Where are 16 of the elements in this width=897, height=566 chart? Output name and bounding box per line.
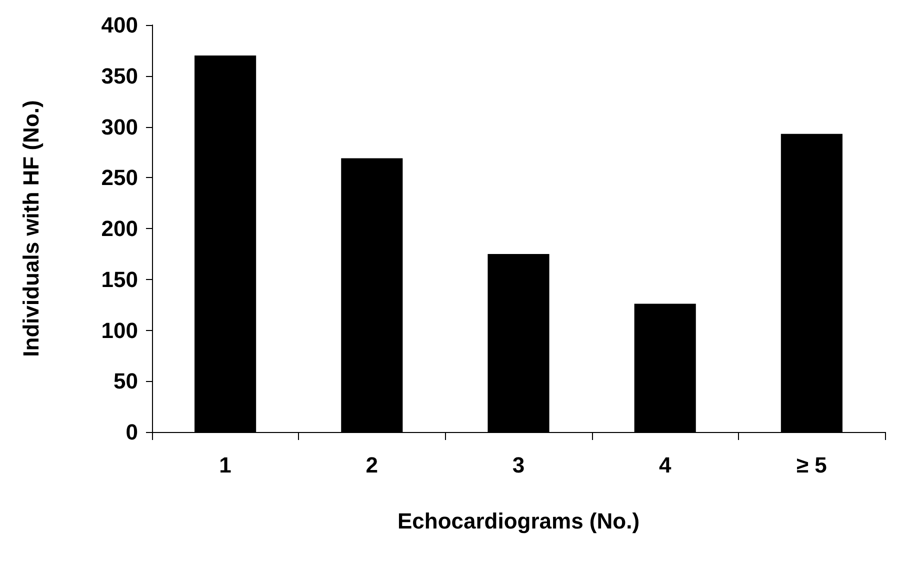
y-tick-label: 300 [101,114,138,140]
y-tick-label: 0 [126,420,138,444]
x-axis-title: Echocardiograms (No.) [397,508,640,534]
y-tick-label: 200 [101,216,138,241]
x-tick-label: 1 [219,452,232,478]
y-tick-label: 350 [101,63,138,88]
y-tick-label: 400 [101,12,138,38]
y-tick-label: 150 [101,266,138,292]
y-tick-label: 100 [101,318,138,343]
y-axis-title: Individuals with HF (No.) [18,100,44,357]
x-tick-label: ≥ 5 [796,452,827,478]
x-tick-label: 4 [658,452,672,478]
y-tick-label: 50 [114,368,138,394]
x-tick-label: 2 [366,452,378,478]
x-tick-label: 3 [512,452,525,478]
y-tick-label: 250 [101,165,138,190]
